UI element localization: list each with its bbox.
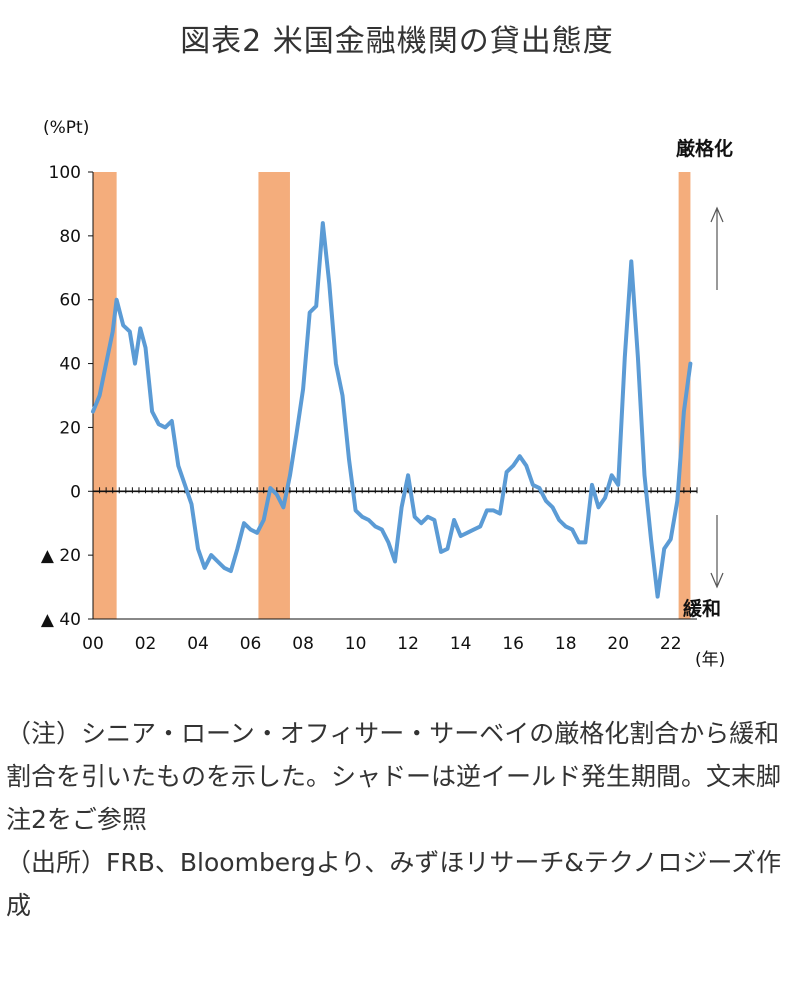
- lending-attitude-chart: 100 80 60 40 20 0 ▲ 20 ▲ 40 00 02 04 06 08 10 12 14 16 1…: [41, 118, 733, 670]
- x-tick-label: 18: [555, 634, 577, 654]
- chart-title: 図表2 米国金融機関の貸出態度: [180, 24, 614, 59]
- note-text: （注）シニア・ローン・オフィサー・サーベイの厳格化割合から緩和割合を引いたものを…: [6, 719, 782, 834]
- x-tick-label: 06: [240, 634, 262, 654]
- ylabel: (%Pt): [43, 118, 89, 138]
- x-tick-label: 00: [82, 634, 104, 654]
- x-tick-label: 20: [607, 634, 629, 654]
- y-tick-label: 20: [59, 418, 81, 438]
- y-tick-label: 80: [59, 227, 81, 247]
- inverted-yield-shading: [258, 172, 290, 619]
- y-tick-label: ▲ 40: [41, 610, 81, 630]
- annotation-tightening: 厳格化: [676, 137, 733, 160]
- inverted-yield-shading: [93, 172, 117, 619]
- source-text: （出所）FRB、Bloombergより、みずほリサーチ&テクノロジーズ作成: [6, 848, 782, 920]
- x-tick-label: 04: [187, 634, 209, 654]
- arrow-down-head: [710, 572, 724, 589]
- annotation-easing: 緩和: [683, 597, 721, 620]
- x-tick-label: 14: [450, 634, 472, 654]
- y-tick-label: ▲ 20: [41, 546, 81, 566]
- y-tick-label: 100: [49, 163, 81, 183]
- y-tick-label: 0: [70, 482, 81, 502]
- y-tick-label: 40: [59, 355, 81, 375]
- y-tick-label: 60: [59, 291, 81, 311]
- arrow-up-head: [710, 206, 724, 223]
- x-tick-label: 10: [345, 634, 367, 654]
- x-tick-label: 16: [502, 634, 524, 654]
- x-tick-label: 22: [660, 634, 682, 654]
- x-tick-label: 12: [397, 634, 419, 654]
- series-line: [91, 221, 693, 599]
- x-tick-label: 08: [292, 634, 314, 654]
- xlabel: (年): [695, 650, 725, 670]
- notes: （注）シニア・ローン・オフィサー・サーベイの厳格化割合から緩和割合を引いたものを…: [6, 712, 786, 927]
- x-tick-label: 02: [135, 634, 157, 654]
